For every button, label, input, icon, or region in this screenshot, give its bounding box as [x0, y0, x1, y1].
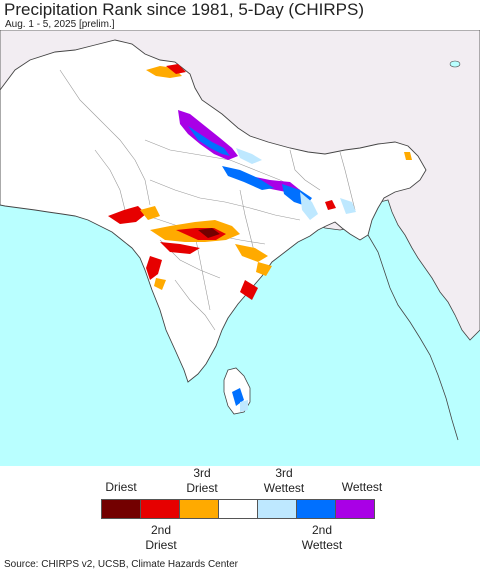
legend-swatches	[101, 499, 375, 519]
legend-label-driest: Driest	[105, 480, 137, 494]
legend-swatch-3rd-wettest	[257, 499, 297, 519]
legend-swatch-wettest	[335, 499, 375, 519]
study-area-land	[0, 39, 427, 383]
legend-label-3rd-driest: 3rd Driest	[186, 466, 218, 495]
map-title: Precipitation Rank since 1981, 5-Day (CH…	[4, 0, 364, 19]
map-subtitle: Aug. 1 - 5, 2025 [prelim.]	[5, 19, 115, 30]
legend-label-2nd-wettest: 2nd Wettest	[301, 523, 343, 552]
legend-label-wettest: Wettest	[341, 480, 383, 494]
legend-swatch-2nd-driest	[140, 499, 180, 519]
legend-swatch-2nd-wettest	[296, 499, 336, 519]
wet-patches	[178, 110, 356, 412]
myanmar-coast	[367, 234, 459, 441]
dry-patches	[108, 64, 412, 300]
legend: Driest 3rd Driest 3rd Wettest Wettest 2n…	[0, 466, 480, 556]
legend-label-2nd-driest: 2nd Driest	[145, 523, 177, 552]
legend-swatch-driest	[101, 499, 141, 519]
legend-swatch-normal	[218, 499, 258, 519]
legend-label-3rd-wettest: 3rd Wettest	[263, 466, 305, 495]
source-credit: Source: CHIRPS v2, UCSB, Climate Hazards…	[4, 559, 238, 570]
precipitation-rank-map	[0, 30, 480, 466]
legend-swatch-3rd-driest	[179, 499, 219, 519]
lake	[449, 60, 461, 68]
